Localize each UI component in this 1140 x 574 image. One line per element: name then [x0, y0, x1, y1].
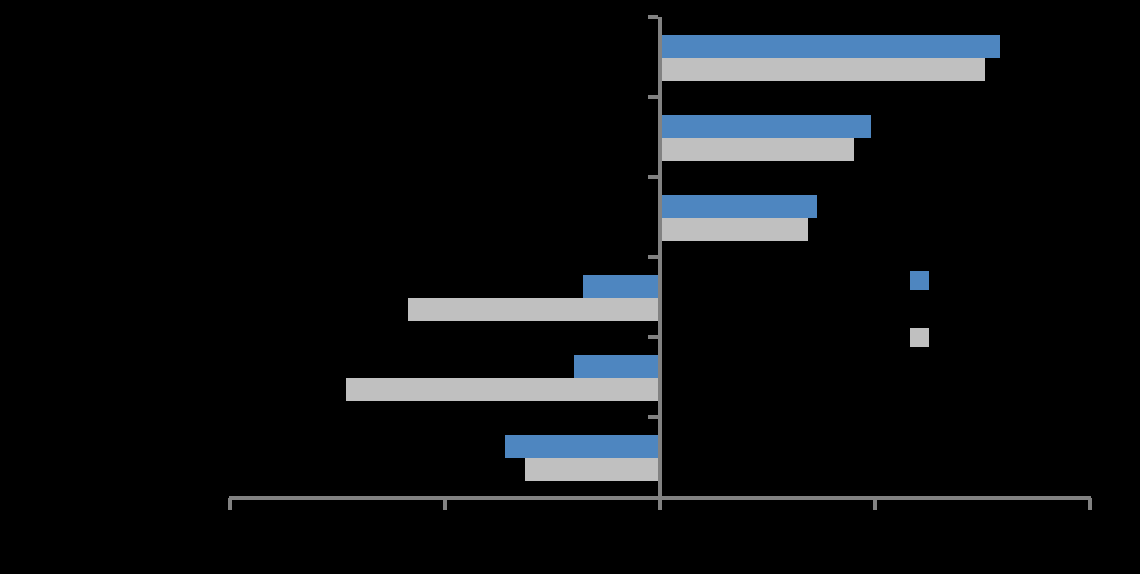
y-axis-tick [648, 95, 658, 99]
bar-series-gray-group-2 [662, 138, 854, 161]
legend-swatch-1 [910, 271, 929, 290]
bar-series-blue-group-4 [582, 275, 658, 298]
bar-series-blue-group-5 [574, 355, 658, 378]
x-axis-tick [873, 498, 877, 510]
y-axis-tick [648, 255, 658, 259]
y-axis-tick [648, 175, 658, 179]
y-axis-tick [648, 335, 658, 339]
bar-series-gray-group-3 [662, 218, 809, 241]
y-axis-tick [648, 415, 658, 419]
x-axis-tick [1088, 498, 1092, 510]
x-axis-tick [443, 498, 447, 510]
bar-series-blue-group-1 [662, 35, 1000, 58]
x-axis-tick [228, 498, 232, 510]
y-axis-line [658, 17, 662, 500]
bar-series-gray-group-5 [346, 378, 658, 401]
bar-series-blue-group-3 [662, 195, 817, 218]
bar-series-gray-group-6 [524, 458, 658, 481]
bar-series-gray-group-1 [662, 58, 985, 81]
legend-swatch-2 [910, 328, 929, 347]
bar-series-gray-group-4 [408, 298, 658, 321]
bar-series-blue-group-2 [662, 115, 871, 138]
bar-series-blue-group-6 [505, 435, 658, 458]
y-axis-tick [648, 15, 658, 19]
x-axis-tick [658, 498, 662, 510]
